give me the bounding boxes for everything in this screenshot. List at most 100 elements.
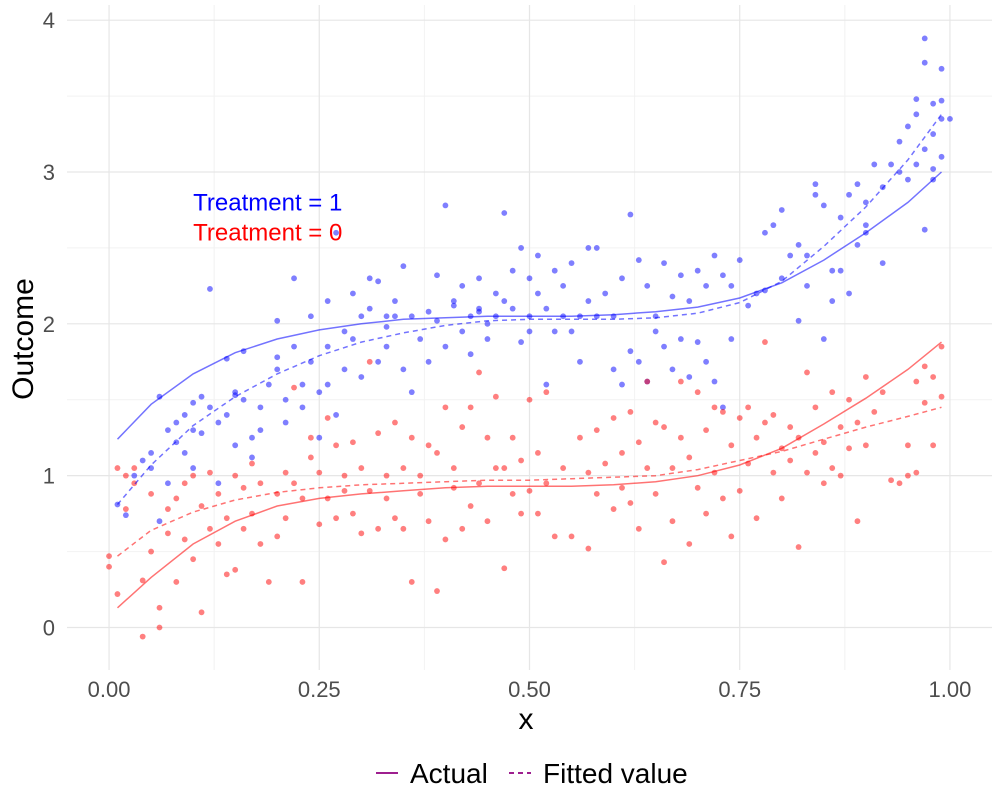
data-point [333, 515, 339, 522]
data-point [232, 472, 239, 479]
data-point [762, 419, 768, 426]
data-point [156, 624, 163, 631]
data-point [358, 374, 365, 380]
data-point [644, 378, 651, 385]
data-point [635, 257, 642, 263]
data-point [812, 181, 819, 188]
data-point [602, 460, 609, 467]
grid-major [67, 5, 992, 670]
data-point [408, 313, 415, 320]
data-point [425, 308, 432, 315]
data-point [686, 374, 693, 380]
data-point [577, 358, 583, 365]
data-point [207, 286, 213, 292]
data-point [846, 445, 852, 452]
data-point [787, 252, 794, 259]
y-tick-label: 4 [43, 8, 55, 33]
data-point [560, 282, 567, 289]
data-point [114, 591, 121, 597]
data-point [635, 358, 642, 365]
data-point [282, 515, 289, 522]
data-point [720, 404, 726, 411]
data-point [383, 323, 390, 330]
data-point [333, 442, 339, 449]
data-point [358, 530, 365, 537]
data-point [442, 536, 449, 543]
data-point [736, 257, 743, 263]
data-point [829, 389, 836, 396]
data-point [526, 487, 533, 494]
data-point [165, 506, 171, 512]
data-point [165, 480, 171, 487]
data-point [829, 267, 836, 274]
data-point [282, 419, 289, 426]
data-point [408, 579, 415, 585]
data-point [921, 146, 928, 153]
data-point [837, 472, 844, 479]
data-point [778, 495, 785, 502]
data-point [434, 272, 440, 279]
data-point [543, 305, 550, 312]
data-point [593, 245, 600, 251]
data-point [770, 469, 777, 476]
data-point [669, 293, 676, 300]
data-point [484, 434, 491, 441]
data-point [905, 123, 911, 130]
data-point [526, 396, 533, 403]
data-point [879, 389, 886, 396]
data-point [627, 500, 634, 506]
data-point [366, 487, 373, 494]
data-point [862, 199, 869, 206]
data-point [820, 480, 827, 487]
data-point [450, 298, 457, 304]
data-point [568, 328, 575, 335]
data-point [198, 503, 205, 509]
data-point [181, 449, 188, 456]
data-point [106, 553, 112, 560]
data-point [711, 378, 718, 385]
data-point [787, 457, 794, 464]
data-point [627, 348, 634, 355]
data-point [375, 278, 382, 285]
data-point [585, 298, 592, 304]
data-point [148, 548, 154, 555]
data-point [223, 412, 230, 418]
data-point [593, 490, 600, 497]
data-point [593, 427, 600, 434]
data-point [896, 480, 903, 487]
data-point [661, 260, 667, 267]
data-point [669, 518, 676, 525]
data-point [804, 282, 810, 289]
data-point [610, 506, 617, 512]
data-point [703, 427, 709, 434]
data-point [181, 536, 188, 543]
data-point [215, 490, 222, 497]
data-point [459, 525, 466, 532]
data-point [644, 465, 651, 471]
data-point [770, 412, 777, 418]
data-point [383, 495, 390, 502]
data-point [232, 566, 239, 573]
data-point [593, 313, 600, 320]
data-point [492, 290, 499, 297]
data-point [366, 305, 373, 312]
data-point [139, 633, 146, 640]
data-point [837, 267, 844, 274]
data-point [938, 393, 945, 400]
data-point [114, 465, 121, 471]
data-point [165, 427, 171, 434]
fitted-curves [116, 113, 943, 609]
data-point [240, 396, 247, 403]
data-point [619, 381, 625, 388]
data-point [366, 358, 373, 365]
data-point [787, 424, 794, 430]
data-point [459, 328, 466, 335]
data-point [383, 313, 390, 320]
data-point [400, 465, 407, 471]
data-point [762, 229, 768, 236]
data-point [921, 226, 928, 233]
data-point [392, 515, 398, 522]
data-point [249, 454, 255, 461]
data-point [148, 449, 154, 456]
data-point [703, 358, 709, 365]
